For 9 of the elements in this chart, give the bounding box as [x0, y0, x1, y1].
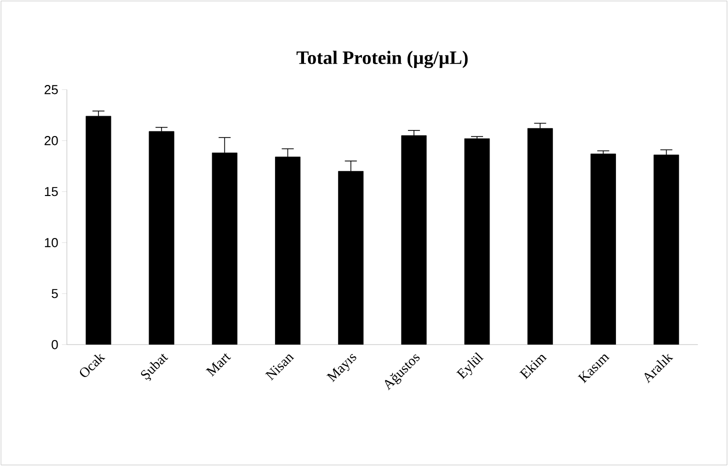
y-tick-label: 0: [52, 340, 58, 350]
chart-title: Total Protein (µg/µL): [296, 50, 468, 68]
y-tick-label: 25: [44, 85, 58, 94]
y-tick-label: 15: [44, 187, 58, 196]
y-tick-label: 10: [44, 238, 58, 248]
y-tick-label: 20: [44, 136, 58, 146]
y-tick-label: 5: [52, 289, 58, 298]
x-tick-label: Mart: [206, 353, 231, 377]
x-tick-label: Ocak: [80, 354, 106, 377]
